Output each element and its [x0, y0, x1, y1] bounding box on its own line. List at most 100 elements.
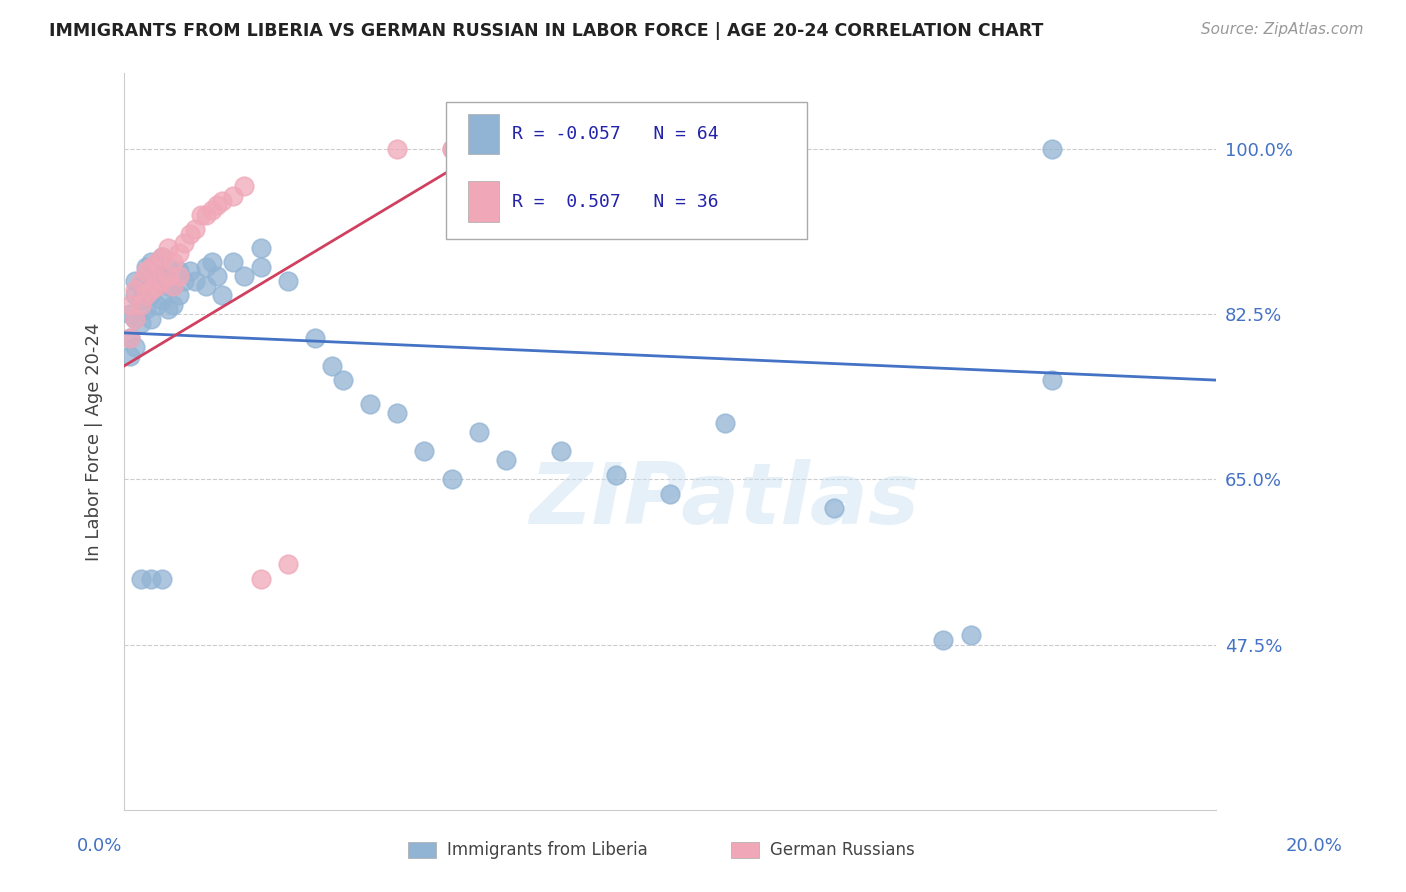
Text: ZIPatlas: ZIPatlas — [530, 459, 920, 542]
Point — [162, 255, 184, 269]
Point — [129, 317, 152, 331]
Point — [156, 269, 179, 284]
FancyBboxPatch shape — [468, 181, 499, 222]
Point — [118, 330, 141, 344]
Point — [141, 269, 163, 284]
Point — [440, 142, 463, 156]
Point — [249, 260, 271, 274]
Point — [184, 274, 207, 288]
Point — [440, 142, 463, 156]
Point — [277, 274, 299, 288]
Point — [440, 472, 463, 486]
Point — [156, 260, 179, 274]
Point — [211, 194, 233, 208]
Point — [200, 255, 222, 269]
Point — [211, 288, 233, 302]
Y-axis label: In Labor Force | Age 20-24: In Labor Force | Age 20-24 — [86, 322, 103, 561]
Point — [135, 278, 157, 293]
FancyBboxPatch shape — [468, 113, 499, 154]
Point — [959, 628, 981, 642]
Point — [129, 278, 152, 293]
Point — [205, 198, 228, 212]
Point — [167, 269, 190, 284]
Point — [321, 359, 343, 373]
Point — [124, 311, 146, 326]
Point — [179, 264, 201, 278]
Point — [167, 245, 190, 260]
Point — [135, 302, 157, 317]
Point — [233, 179, 256, 194]
Point — [129, 274, 152, 288]
Text: Source: ZipAtlas.com: Source: ZipAtlas.com — [1201, 22, 1364, 37]
Point — [124, 274, 146, 288]
Point — [118, 307, 141, 321]
Point — [146, 278, 169, 293]
Point — [156, 241, 179, 255]
Point — [150, 293, 173, 307]
Point — [173, 236, 195, 251]
Text: R =  0.507   N = 36: R = 0.507 N = 36 — [512, 193, 718, 211]
Point — [823, 500, 845, 515]
Point — [195, 278, 218, 293]
Point — [156, 302, 179, 317]
Point — [195, 260, 218, 274]
Point — [173, 274, 195, 288]
Point — [129, 293, 152, 307]
Point — [141, 255, 163, 269]
Point — [200, 202, 222, 217]
Text: 20.0%: 20.0% — [1286, 837, 1343, 855]
Point — [179, 227, 201, 241]
Point — [550, 444, 572, 458]
Point — [150, 572, 173, 586]
Point — [141, 311, 163, 326]
Point — [468, 425, 491, 439]
Point — [146, 278, 169, 293]
Point — [932, 632, 955, 647]
Text: 0.0%: 0.0% — [77, 837, 122, 855]
Point — [249, 572, 271, 586]
Point — [605, 467, 627, 482]
Point — [129, 297, 152, 311]
Point — [118, 330, 141, 344]
Point — [385, 142, 408, 156]
Point — [162, 297, 184, 311]
Point — [385, 406, 408, 420]
Point — [359, 397, 381, 411]
Point — [146, 255, 169, 269]
Point — [413, 444, 436, 458]
Point — [118, 297, 141, 311]
Point — [1042, 373, 1064, 387]
FancyBboxPatch shape — [446, 103, 807, 239]
Point — [135, 264, 157, 278]
Point — [233, 269, 256, 284]
Point — [222, 189, 245, 203]
Point — [146, 297, 169, 311]
Point — [150, 274, 173, 288]
Point — [249, 241, 271, 255]
Point — [124, 311, 146, 326]
Point — [118, 350, 141, 364]
Point — [332, 373, 354, 387]
Point — [135, 260, 157, 274]
Point — [195, 208, 218, 222]
Point — [141, 260, 163, 274]
Point — [167, 264, 190, 278]
Point — [184, 222, 207, 236]
Text: German Russians: German Russians — [770, 841, 915, 859]
Point — [167, 288, 190, 302]
Point — [190, 208, 212, 222]
Point — [659, 486, 682, 500]
Point — [156, 278, 179, 293]
Point — [277, 558, 299, 572]
Point — [162, 278, 184, 293]
Text: IMMIGRANTS FROM LIBERIA VS GERMAN RUSSIAN IN LABOR FORCE | AGE 20-24 CORRELATION: IMMIGRANTS FROM LIBERIA VS GERMAN RUSSIA… — [49, 22, 1043, 40]
Point — [162, 278, 184, 293]
Point — [124, 283, 146, 297]
Point — [146, 260, 169, 274]
Point — [129, 572, 152, 586]
Point — [141, 288, 163, 302]
Point — [135, 288, 157, 302]
Point — [150, 250, 173, 264]
Point — [550, 142, 572, 156]
Text: R = -0.057   N = 64: R = -0.057 N = 64 — [512, 125, 718, 143]
